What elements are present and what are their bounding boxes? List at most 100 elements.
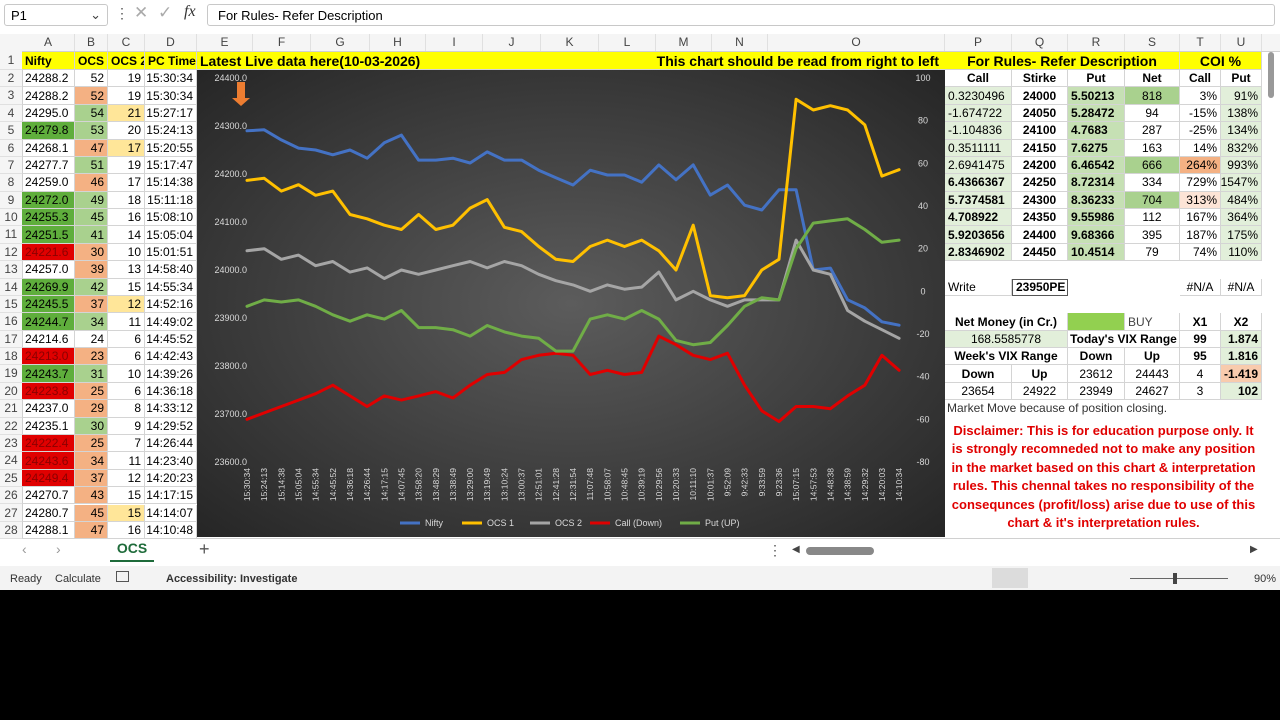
status-bar: Ready Calculate Accessibility: Investiga… <box>0 566 1280 590</box>
ocs2-cell: 11 <box>108 313 145 331</box>
nifty-cell: 24243.6 <box>22 452 75 470</box>
net-cell: 79 <box>1125 243 1180 262</box>
y2-tick-label: -20 <box>916 329 929 339</box>
x-tick-label: 14:20:03 <box>877 468 887 501</box>
column-header: R <box>1068 34 1125 51</box>
row-header: 28 <box>0 522 22 540</box>
column-header: M <box>656 34 712 51</box>
call-cell: 0.3230496 <box>945 87 1012 105</box>
time-cell: 14:14:07 <box>145 504 197 522</box>
add-sheet[interactable]: + <box>199 539 210 559</box>
x-tick-label: 10:58:07 <box>602 468 612 501</box>
ocs2-cell: 14 <box>108 226 145 244</box>
strike-cell: 24450 <box>1012 243 1068 262</box>
chart-background <box>197 70 945 537</box>
coi-put-cell: 138% <box>1221 104 1262 123</box>
more-icon[interactable]: ⋮ <box>115 5 129 21</box>
ocs1-cell: 39 <box>75 261 108 279</box>
fx-icon[interactable]: fx <box>184 3 196 20</box>
nifty-cell: 24223.8 <box>22 382 75 401</box>
net-money-value: 168.5585778 <box>945 330 1068 349</box>
net-cell: 395 <box>1125 226 1180 244</box>
status-ready: Ready <box>10 573 42 585</box>
x-tick-label: 14:38:59 <box>843 468 853 501</box>
ocs2-cell: 6 <box>108 330 145 349</box>
column-header: Q <box>1012 34 1068 51</box>
column-header: B <box>75 34 108 51</box>
ocs1-cell: 34 <box>75 452 108 470</box>
coi-call-cell: -25% <box>1180 122 1221 140</box>
x-tick-label: 14:29:32 <box>860 468 870 501</box>
x-tick-label: 15:14:38 <box>276 468 286 501</box>
chart[interactable]: 23600.0 23700.0 23800.0 23900.0 24000.0 24100… <box>197 70 945 537</box>
x-tick-label: 14:36:18 <box>345 468 355 501</box>
ocs1-cell: 25 <box>75 434 108 453</box>
coi-put-cell: 1547% <box>1221 174 1262 192</box>
time-cell: 14:45:52 <box>145 330 197 349</box>
enter-icon[interactable]: ✓ <box>158 3 173 22</box>
ocs1-cell: 30 <box>75 417 108 435</box>
coi-call-cell: 264% <box>1180 156 1221 175</box>
accessibility-status[interactable]: Accessibility: Investigate <box>166 573 298 585</box>
row-header: 8 <box>0 174 22 192</box>
nifty-cell: 24268.1 <box>22 139 75 157</box>
prev-sheet[interactable]: ‹ <box>22 541 27 557</box>
call-cell: 4.708922 <box>945 209 1012 227</box>
signal-fill <box>1068 313 1125 331</box>
name-box[interactable]: P1 ⌄ <box>4 4 108 26</box>
cancel-icon[interactable]: ✕ <box>134 3 149 22</box>
y-tick-label: 23700.0 <box>214 409 247 419</box>
ocs2-cell: 12 <box>108 295 145 314</box>
row-header: 4 <box>0 105 22 123</box>
ocs2-cell: 11 <box>108 452 145 470</box>
ocs1-cell: 25 <box>75 382 108 401</box>
formula-box[interactable]: For Rules- Refer Description <box>207 4 1275 26</box>
sheet-tab[interactable]: OCS <box>110 540 154 562</box>
nifty-cell: 24235.1 <box>22 417 75 435</box>
y2-tick-label: 20 <box>918 244 928 254</box>
column-header: F <box>253 34 311 51</box>
row-header: 11 <box>0 226 22 244</box>
ocs2-cell: 8 <box>108 400 145 418</box>
time-cell: 15:20:55 <box>145 139 197 157</box>
macro-icon[interactable] <box>116 571 129 582</box>
scroll-left[interactable]: ◀ <box>792 544 800 555</box>
ocs1-cell: 47 <box>75 139 108 157</box>
tab-more[interactable]: ⋮ <box>768 542 782 558</box>
row-header: 27 <box>0 505 22 522</box>
x-tick-label: 13:58:20 <box>414 468 424 501</box>
put-cell: 8.72314 <box>1068 174 1125 192</box>
status-calculate[interactable]: Calculate <box>55 573 101 585</box>
x-tick-label: 13:48:29 <box>431 468 441 501</box>
call-cell: -1.674722 <box>945 104 1012 123</box>
column-header: E <box>197 34 253 51</box>
column-header: I <box>426 34 483 51</box>
row-header: 5 <box>0 122 22 140</box>
zoom-level[interactable]: 90% <box>1254 573 1277 585</box>
column-header-bar <box>0 34 1280 52</box>
coi-put-cell: 91% <box>1221 87 1262 105</box>
ocs1-cell: 47 <box>75 521 108 540</box>
vertical-scrollbar[interactable] <box>1268 52 1274 98</box>
normal-view[interactable] <box>992 568 1028 588</box>
next-sheet[interactable]: › <box>56 541 61 557</box>
coi-put-cell: 993% <box>1221 156 1262 175</box>
row-header: 24 <box>0 452 22 470</box>
zoom-thumb[interactable] <box>1173 573 1177 584</box>
row-header: 16 <box>0 313 22 331</box>
x-tick-label: 14:57:53 <box>808 468 818 501</box>
signal: BUY <box>1125 313 1180 331</box>
week-vix-label: Week's VIX Range <box>945 348 1068 366</box>
time-cell: 14:39:26 <box>145 365 197 383</box>
scrollbar-thumb[interactable] <box>806 547 874 555</box>
strike-cell: 24250 <box>1012 174 1068 192</box>
legend-label: Nifty <box>425 518 444 528</box>
y2-tick-label: -80 <box>916 457 929 467</box>
ocs2-cell: 16 <box>108 521 145 540</box>
vix-cell: 23654 <box>945 382 1012 401</box>
scroll-right[interactable]: ▶ <box>1250 544 1258 555</box>
y2-tick-label: -40 <box>916 372 929 382</box>
zoom-slider[interactable] <box>1130 578 1228 579</box>
column-header: D <box>145 34 197 51</box>
row-header: 3 <box>0 87 22 105</box>
